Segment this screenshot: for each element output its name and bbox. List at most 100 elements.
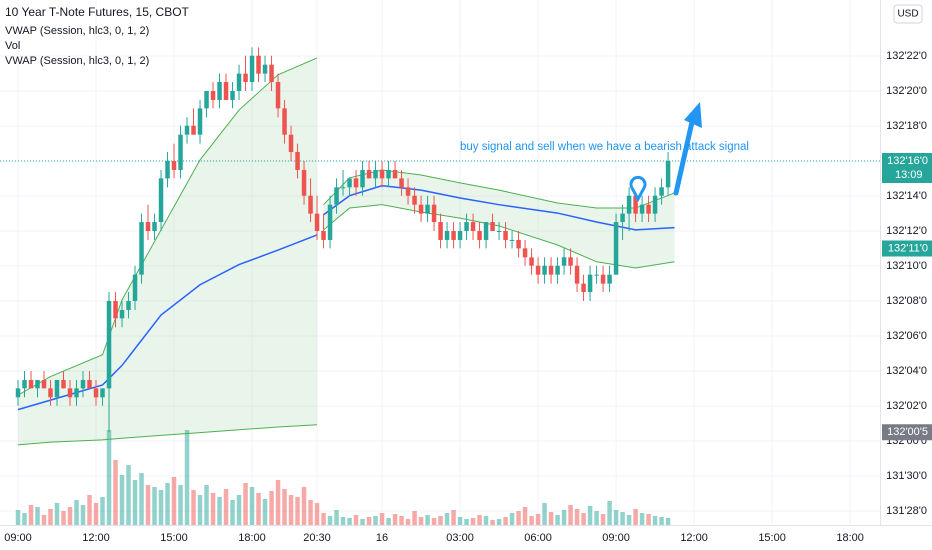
currency[interactable]: USD — [897, 9, 918, 20]
x-tick-label: 09:00 — [4, 532, 32, 544]
volume-bar — [444, 513, 450, 525]
price-label: 132'00'5 — [887, 426, 928, 438]
candle-body — [340, 187, 346, 189]
volume-bar — [548, 512, 554, 525]
indicator-label: Vol — [5, 40, 20, 52]
volume-bar — [516, 511, 521, 525]
volume-bar — [399, 516, 404, 525]
candle-body — [301, 169, 307, 196]
volume-bar — [87, 495, 92, 525]
candle-body — [28, 379, 34, 389]
candle-body — [425, 204, 430, 214]
candle-body — [74, 388, 79, 398]
arrow — [673, 119, 695, 196]
x-tick-label: 18:00 — [238, 532, 266, 544]
candle-body — [581, 283, 586, 293]
x-tick-label: 06:00 — [524, 532, 552, 544]
candle-body — [373, 169, 378, 179]
volume-bar — [555, 515, 560, 525]
candle-body — [620, 213, 625, 223]
volume-bar — [288, 495, 294, 525]
volume-bar — [301, 487, 307, 525]
volume-bar — [106, 430, 112, 525]
candle-body — [295, 152, 300, 170]
y-tick-label: 132'14'0 — [886, 190, 927, 202]
candle-body — [600, 274, 606, 284]
labels: 10 Year T-Note Futures, 15, CBOT VWAP (S… — [5, 4, 923, 153]
candle-body — [522, 248, 528, 258]
volume-bar — [379, 513, 385, 525]
y-tick-label: 132'22'0 — [886, 50, 927, 62]
candle-body — [210, 91, 216, 100]
annotation: buy signal and sell when we have a beari… — [460, 141, 749, 153]
volume-bar — [353, 515, 359, 525]
candle-body — [158, 178, 164, 223]
y-tick-label: 132'12'0 — [886, 225, 927, 237]
candle-body — [48, 388, 53, 398]
x-tick-label: 12:00 — [82, 532, 110, 544]
arrow-head — [684, 102, 702, 128]
price-label-box — [882, 240, 932, 257]
y-tick-label: 132'04'0 — [886, 365, 927, 377]
candle-body — [366, 169, 372, 179]
candle-body — [418, 204, 424, 214]
candle-body — [457, 231, 463, 240]
y-tick-label: 132'02'0 — [886, 400, 927, 412]
candle-body — [444, 231, 450, 240]
volume-bar — [347, 518, 352, 525]
candle-body — [516, 239, 521, 249]
candle-body — [132, 274, 138, 301]
chart-title: 10 Year T-Note Futures, 15, CBOT — [5, 5, 190, 19]
candle-body — [314, 213, 320, 231]
candle-body — [184, 125, 190, 135]
candle-body — [568, 257, 573, 266]
candle-body — [22, 379, 27, 389]
volume-bar — [412, 511, 417, 525]
volume-bar — [178, 485, 183, 525]
y-tick-label: 132'06'0 — [886, 330, 927, 342]
candle-body — [171, 161, 177, 170]
volume-bar — [223, 489, 229, 525]
volume-bar — [386, 518, 391, 525]
candle-body — [145, 222, 151, 231]
vwap-band-fill — [18, 57, 318, 445]
volume-bar — [392, 514, 398, 525]
vwap-upper — [323, 169, 675, 209]
candle-body — [483, 222, 489, 240]
candle-body — [269, 64, 274, 83]
volume-bar — [587, 506, 593, 525]
candle-body — [652, 195, 658, 214]
candle-body — [275, 82, 281, 109]
indicator-label: VWAP (Session, hlc3, 0, 1, 2) — [5, 25, 149, 37]
volume-bar — [581, 513, 586, 525]
volume-bar — [477, 515, 482, 525]
candle-body — [100, 388, 105, 398]
candle-body — [665, 161, 671, 188]
volume-bar — [210, 493, 216, 525]
candle-body — [626, 195, 632, 214]
candle-body — [321, 231, 326, 240]
candle-body — [490, 222, 495, 231]
candle-body — [243, 73, 248, 83]
candle-body — [262, 64, 268, 74]
y-tick-label: 131'30'0 — [886, 470, 927, 482]
candle-body — [256, 55, 261, 74]
candle-body — [204, 91, 209, 109]
volume-bar — [243, 483, 248, 525]
candle-body — [139, 222, 144, 275]
volume-bar — [652, 516, 658, 525]
currency-box[interactable] — [893, 4, 923, 24]
candle-body — [54, 379, 60, 398]
volume-bar — [158, 490, 164, 525]
candle-body — [613, 222, 619, 275]
candle-body — [288, 134, 294, 153]
candle-body — [67, 388, 73, 398]
x-tick-label: 16 — [376, 532, 388, 544]
candle-body — [217, 82, 222, 100]
volume-bar — [594, 511, 599, 525]
price-label: 132'16'0 — [887, 155, 928, 167]
y-tick-label: 132'08'0 — [886, 295, 927, 307]
candle-body — [87, 379, 92, 389]
volume-bar — [171, 477, 177, 525]
